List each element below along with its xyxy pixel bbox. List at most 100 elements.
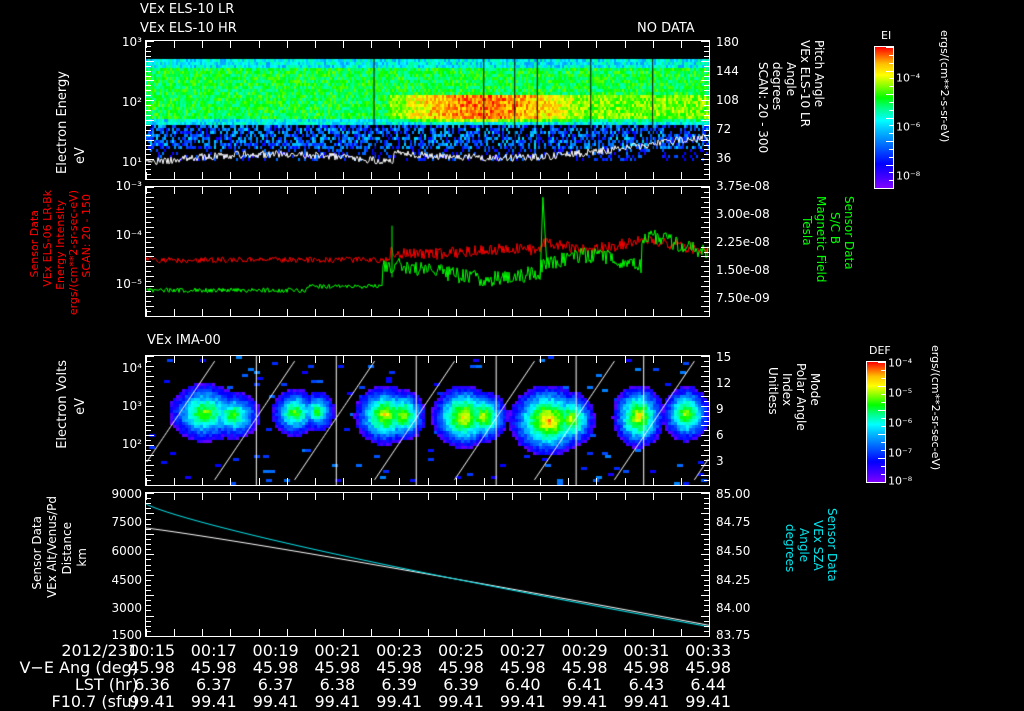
axis-tick: [202, 41, 204, 48]
axis-tick: [314, 172, 316, 179]
axis-tick: [568, 41, 570, 48]
axis-tick: [704, 174, 709, 176]
axis-tick: [540, 478, 542, 485]
axis-tick: [371, 629, 373, 636]
axis-tick: [146, 445, 154, 447]
axis-tick: [146, 236, 154, 238]
axis-tick: [146, 478, 147, 485]
axis-tick: [568, 629, 570, 636]
axis-tick: [146, 523, 151, 525]
axis-tick: [146, 435, 154, 437]
axis-tick: [371, 493, 373, 500]
axis-tick: [704, 251, 709, 253]
bottom-axis-cell: 99.41: [190, 692, 237, 711]
axis-tick: [258, 629, 260, 636]
axis-tick: [202, 309, 204, 316]
bottom-axis-cell: 45.98: [252, 658, 299, 677]
axis-tick: [701, 445, 709, 447]
axis-tick: [540, 309, 542, 316]
axis-tick: [701, 306, 709, 308]
axis-tick: [146, 365, 154, 367]
axis-tick: [146, 149, 151, 151]
panel-ima-spectrogram[interactable]: [145, 355, 710, 486]
axis-tick: [174, 629, 176, 636]
axis-tick: [701, 100, 709, 102]
axis-tick: [704, 590, 709, 592]
colorbar-tick: [881, 426, 885, 427]
axis-tick: [652, 356, 654, 363]
axis-tick: [146, 584, 151, 586]
panel-els-lr-spectrogram[interactable]: [145, 40, 710, 180]
axis-tick: [704, 460, 709, 462]
axis-tick: [427, 187, 429, 194]
bottom-axis-cell: 99.41: [685, 692, 732, 711]
axis-tick: [146, 620, 151, 622]
axis-tick: [146, 600, 151, 602]
axis-tick: [146, 221, 151, 223]
axis-tick: [146, 95, 151, 97]
panel3-colorbar-unit: ergs/(cm**2-sr-sec-eV): [929, 345, 942, 471]
axis-tick: [701, 80, 709, 82]
panel-energy-intensity-magfield[interactable]: [145, 186, 710, 317]
axis-tick: [701, 296, 709, 298]
axis-tick: [230, 41, 232, 48]
axis-tick: [704, 291, 709, 293]
axis-tick: [146, 206, 154, 208]
axis-tick: [146, 590, 151, 592]
axis-tick: [146, 276, 154, 278]
axis-tick: [146, 595, 154, 597]
bottom-axis-cell: 00:17: [190, 641, 237, 660]
bottom-axis-cell: 99.41: [561, 692, 608, 711]
axis-tick: [701, 196, 709, 198]
axis-tick: [704, 360, 709, 362]
axis-tick: [146, 455, 154, 457]
axis-tick: [540, 629, 542, 636]
axis-tick: [701, 246, 709, 248]
axis-tick: [146, 231, 151, 233]
axis-tick: [568, 172, 570, 179]
colorbar-tick: [889, 62, 893, 64]
axis-tick: [146, 405, 154, 407]
axis-tick: [146, 533, 154, 535]
axis-tick: [701, 533, 709, 535]
axis-tick: [701, 187, 709, 188]
axis-tick: [511, 172, 513, 179]
axis-tick: [371, 309, 373, 316]
bottom-axis-row-header: LST (hr): [74, 675, 138, 694]
axis-tick: [680, 478, 682, 485]
axis-tick: [624, 629, 626, 636]
axis-tick: [230, 187, 232, 194]
axis-tick: [701, 455, 709, 457]
colorbar-tick: [878, 458, 885, 459]
bottom-axis-cell: 00:27: [499, 641, 546, 660]
bottom-axis-row: V−E Ang (deg) 45.98 45.98 45.98 45.98 45.98 45…: [0, 658, 760, 677]
axis-tick: [146, 172, 147, 179]
bottom-axis-cell: 99.41: [314, 692, 361, 711]
panel-altitude-sza[interactable]: [145, 492, 710, 637]
axis-tick: [146, 50, 151, 52]
axis-tick: [146, 430, 151, 432]
colorbar-tick: [881, 378, 885, 379]
axis-tick: [704, 620, 709, 622]
axis-tick: [596, 172, 598, 179]
bottom-axis-cell: 99.41: [438, 692, 484, 711]
axis-tick: [511, 629, 513, 636]
axis-tick: [146, 291, 151, 293]
axis-tick: [146, 309, 147, 316]
axis-tick: [202, 493, 204, 500]
axis-tick: [704, 85, 709, 87]
axis-tick: [343, 41, 345, 48]
bottom-axis-row: LST (hr) 6.36 6.37 6.37 6.38 6.39 6.39 6.40 6.41…: [0, 675, 760, 694]
axis-tick: [343, 493, 345, 500]
axis-tick: [624, 187, 626, 194]
axis-tick: [701, 554, 709, 556]
axis-tick: [704, 523, 709, 525]
axis-tick: [146, 114, 151, 116]
axis-tick: [146, 169, 151, 171]
axis-tick: [483, 629, 485, 636]
colorbar-tick: [881, 442, 885, 443]
axis-tick: [314, 41, 316, 48]
axis-tick: [314, 478, 316, 485]
axis-tick: [709, 172, 710, 179]
